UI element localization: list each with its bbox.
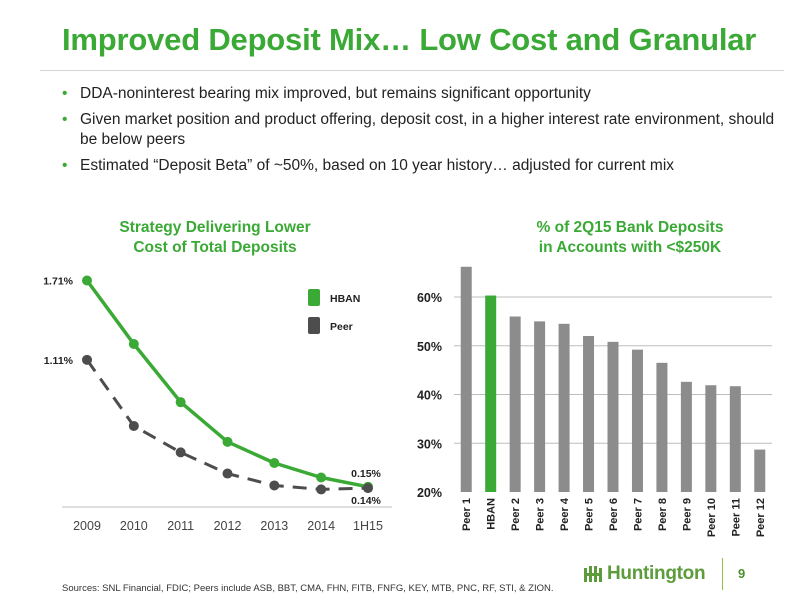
line-point-hban [175, 397, 186, 408]
footer-divider [722, 558, 723, 590]
bullet-item: • Estimated “Deposit Beta” of ~50%, based… [62, 156, 782, 176]
line-point-peer [363, 483, 373, 494]
bar-chart-x-tick-label: Peer 3 [535, 498, 547, 531]
line-data-label: 0.14% [351, 495, 381, 507]
legend-swatch-peer [308, 317, 320, 334]
bar-peer-10 [705, 385, 717, 492]
line-point-peer [269, 480, 280, 491]
huntington-logo: Huntington [583, 563, 706, 585]
bar-chart-x-tick-label: HBAN [486, 498, 498, 530]
bar-chart-x-tick-label: Peer 4 [559, 497, 571, 531]
bar-chart-y-tick-label: 40% [417, 389, 442, 403]
title-divider [40, 70, 784, 71]
line-data-label: 1.71% [43, 276, 73, 288]
line-point-hban [316, 472, 327, 483]
bar-peer-6 [607, 341, 619, 492]
bar-peer-2 [509, 316, 521, 492]
line-point-hban [269, 457, 280, 468]
legend-swatch-hban [308, 289, 320, 306]
bullet-dot: • [62, 111, 68, 128]
line-chart-x-tick-label: 2012 [214, 519, 242, 533]
sources-footnote: Sources: SNL Financial, FDIC; Peers incl… [62, 583, 554, 594]
bar-chart-x-tick-label: Peer 6 [608, 498, 620, 531]
bar-chart-x-tick-label: Peer 9 [681, 498, 693, 531]
bullet-text: Estimated “Deposit Beta” of ~50%, based … [80, 157, 675, 174]
line-point-peer [175, 447, 186, 458]
bullet-item: • DDA-noninterest bearing mix improved, b… [62, 84, 782, 104]
bar-peer-9 [680, 381, 692, 492]
bar-peer-7 [631, 349, 643, 492]
logo-text: Huntington [607, 563, 706, 584]
bar-peer-3 [534, 321, 546, 492]
bar-chart-x-tick-label: Peer 5 [584, 498, 596, 531]
line-chart-title-line: Cost of Total Deposits [133, 239, 297, 256]
bar-peer-8 [656, 362, 668, 492]
bar-chart-y-tick-label: 50% [417, 340, 442, 354]
bullet-dot: • [62, 85, 68, 102]
bullet-list: • DDA-noninterest bearing mix improved, b… [62, 84, 782, 182]
line-point-hban [222, 436, 233, 447]
line-chart-x-tick-label: 2013 [260, 519, 288, 533]
line-data-label: 1.11% [44, 355, 74, 367]
line-point-peer [222, 468, 233, 479]
line-point-hban [128, 338, 139, 349]
bar-chart-x-tick-label: Peer 8 [657, 498, 669, 531]
bar-chart-y-tick-label: 30% [417, 437, 442, 451]
line-data-label: 0.15% [351, 468, 381, 480]
line-point-peer [316, 484, 327, 495]
bullet-item: • Given market position and product offer… [62, 110, 782, 150]
bar-chart-x-tick-label: Peer 12 [755, 498, 767, 537]
page-number: 9 [738, 566, 746, 581]
bar-chart-x-tick-label: Peer 10 [706, 498, 718, 537]
bar-chart-title: % of 2Q15 Bank Deposits in Accounts with… [470, 218, 790, 258]
bar-chart-title-line: % of 2Q15 Bank Deposits [536, 219, 724, 236]
line-chart-x-tick-label: 1H15 [353, 519, 383, 533]
line-chart-title-line: Strategy Delivering Lower [119, 219, 311, 236]
bar-peer-5 [583, 336, 595, 492]
line-series-hban [85, 279, 369, 489]
line-chart-x-tick-label: 2011 [167, 519, 194, 533]
legend-label-peer: Peer [330, 321, 353, 333]
line-point-peer [82, 354, 92, 365]
bar-peer-12 [754, 449, 766, 492]
bar-chart-x-tick-label: Peer 1 [461, 498, 473, 531]
line-chart-x-tick-label: 2009 [73, 519, 101, 533]
bar-chart-x-tick-label: Peer 2 [510, 498, 522, 531]
bar-chart-x-tick-label: Peer 7 [632, 498, 644, 531]
bullet-dot: • [62, 157, 68, 174]
bullet-text: DDA-noninterest bearing mix improved, bu… [80, 85, 591, 102]
bar-peer-4 [558, 323, 570, 492]
bar-chart-x-tick-label: Peer 11 [730, 498, 742, 537]
bar-chart-title-line: in Accounts with <$250K [538, 239, 722, 256]
huntington-logo-icon [583, 564, 603, 584]
bar-peer-1 [460, 266, 472, 492]
bar-hban [485, 295, 497, 492]
line-chart-x-tick-label: 2014 [307, 519, 335, 533]
bar-peer-11 [729, 386, 741, 492]
slide-title: Improved Deposit Mix… Low Cost and Granu… [62, 22, 757, 57]
line-chart-x-tick-label: 2010 [120, 519, 148, 533]
bullet-text: Given market position and product offeri… [80, 111, 775, 148]
line-point-peer [128, 420, 139, 431]
line-point-hban [82, 275, 92, 286]
legend-label-hban: HBAN [330, 293, 360, 305]
line-chart-title: Strategy Delivering Lower Cost of Total … [70, 218, 360, 258]
bar-chart-y-tick-label: 60% [417, 291, 442, 305]
bar-chart-y-tick-label: 20% [417, 486, 442, 500]
